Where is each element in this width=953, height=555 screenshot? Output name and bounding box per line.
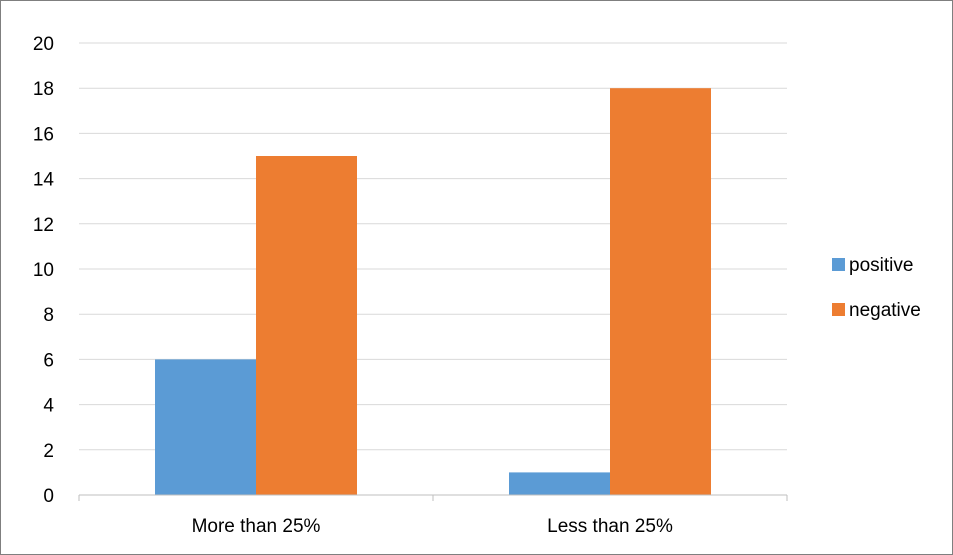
y-tick-label: 18 [33, 79, 54, 100]
y-tick-label: 8 [43, 305, 54, 326]
y-tick-label: 16 [33, 124, 54, 145]
legend-swatch-negative [832, 303, 845, 316]
y-tick-label: 12 [33, 215, 54, 236]
x-category-label: Less than 25% [547, 516, 673, 537]
y-tick-label: 14 [33, 170, 55, 191]
y-tick-label: 20 [33, 34, 54, 55]
y-tick-label: 2 [43, 441, 54, 462]
legend-swatch-positive [832, 258, 845, 271]
y-axis-tick-labels: 0 2 4 6 8 10 12 14 16 18 20 [33, 34, 55, 507]
bar-positive-0 [155, 359, 256, 495]
x-category-label: More than 25% [192, 516, 321, 537]
y-tick-label: 6 [43, 350, 54, 371]
bars [155, 88, 711, 495]
x-axis-tick-labels: More than 25% Less than 25% [192, 516, 673, 537]
legend-label-negative: negative [849, 300, 921, 321]
bar-positive-1 [509, 472, 610, 495]
y-tick-label: 4 [43, 396, 54, 417]
bar-negative-1 [610, 88, 711, 495]
x-axis [78, 494, 788, 501]
y-tick-label: 0 [43, 486, 54, 507]
legend: positive negative [832, 255, 921, 321]
bar-negative-0 [256, 156, 357, 495]
y-tick-label: 10 [33, 260, 54, 281]
legend-label-positive: positive [849, 255, 913, 276]
